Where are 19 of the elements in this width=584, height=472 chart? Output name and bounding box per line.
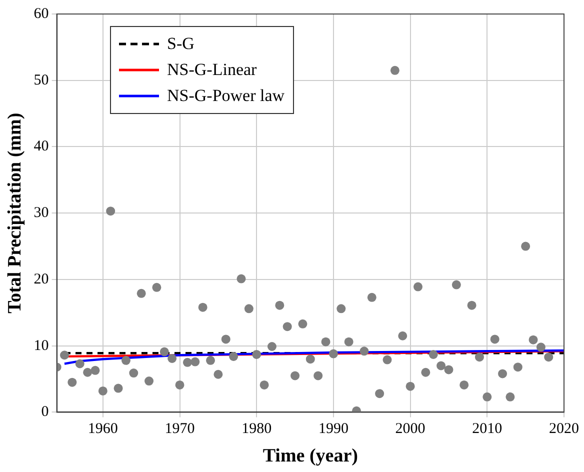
y-tick-label: 10 xyxy=(34,338,49,354)
x-tick-label: 2020 xyxy=(549,421,579,438)
x-tick-label: 2010 xyxy=(472,421,502,438)
y-tick-label: 20 xyxy=(34,271,49,288)
y-tick-label: 40 xyxy=(34,138,49,155)
x-tick-label: 1970 xyxy=(164,421,195,438)
legend-label: NS-G-Linear xyxy=(167,60,257,80)
x-axis-title: Time (year) xyxy=(262,446,358,467)
legend-label: S-G xyxy=(167,34,194,54)
x-tick-label: 1960 xyxy=(88,421,118,438)
y-tick-label: 0 xyxy=(41,404,49,420)
y-axis-title: Total Precipitation (mm) xyxy=(4,112,26,314)
x-tick-label: 1980 xyxy=(242,421,272,438)
y-tick-label: 30 xyxy=(34,205,49,222)
y-tick-label: 50 xyxy=(34,72,49,88)
legend-label: NS-G-Power law xyxy=(167,86,285,106)
x-tick-label: 1990 xyxy=(318,421,348,438)
y-tick-label: 60 xyxy=(34,6,49,22)
x-tick-label: 2000 xyxy=(395,421,426,438)
